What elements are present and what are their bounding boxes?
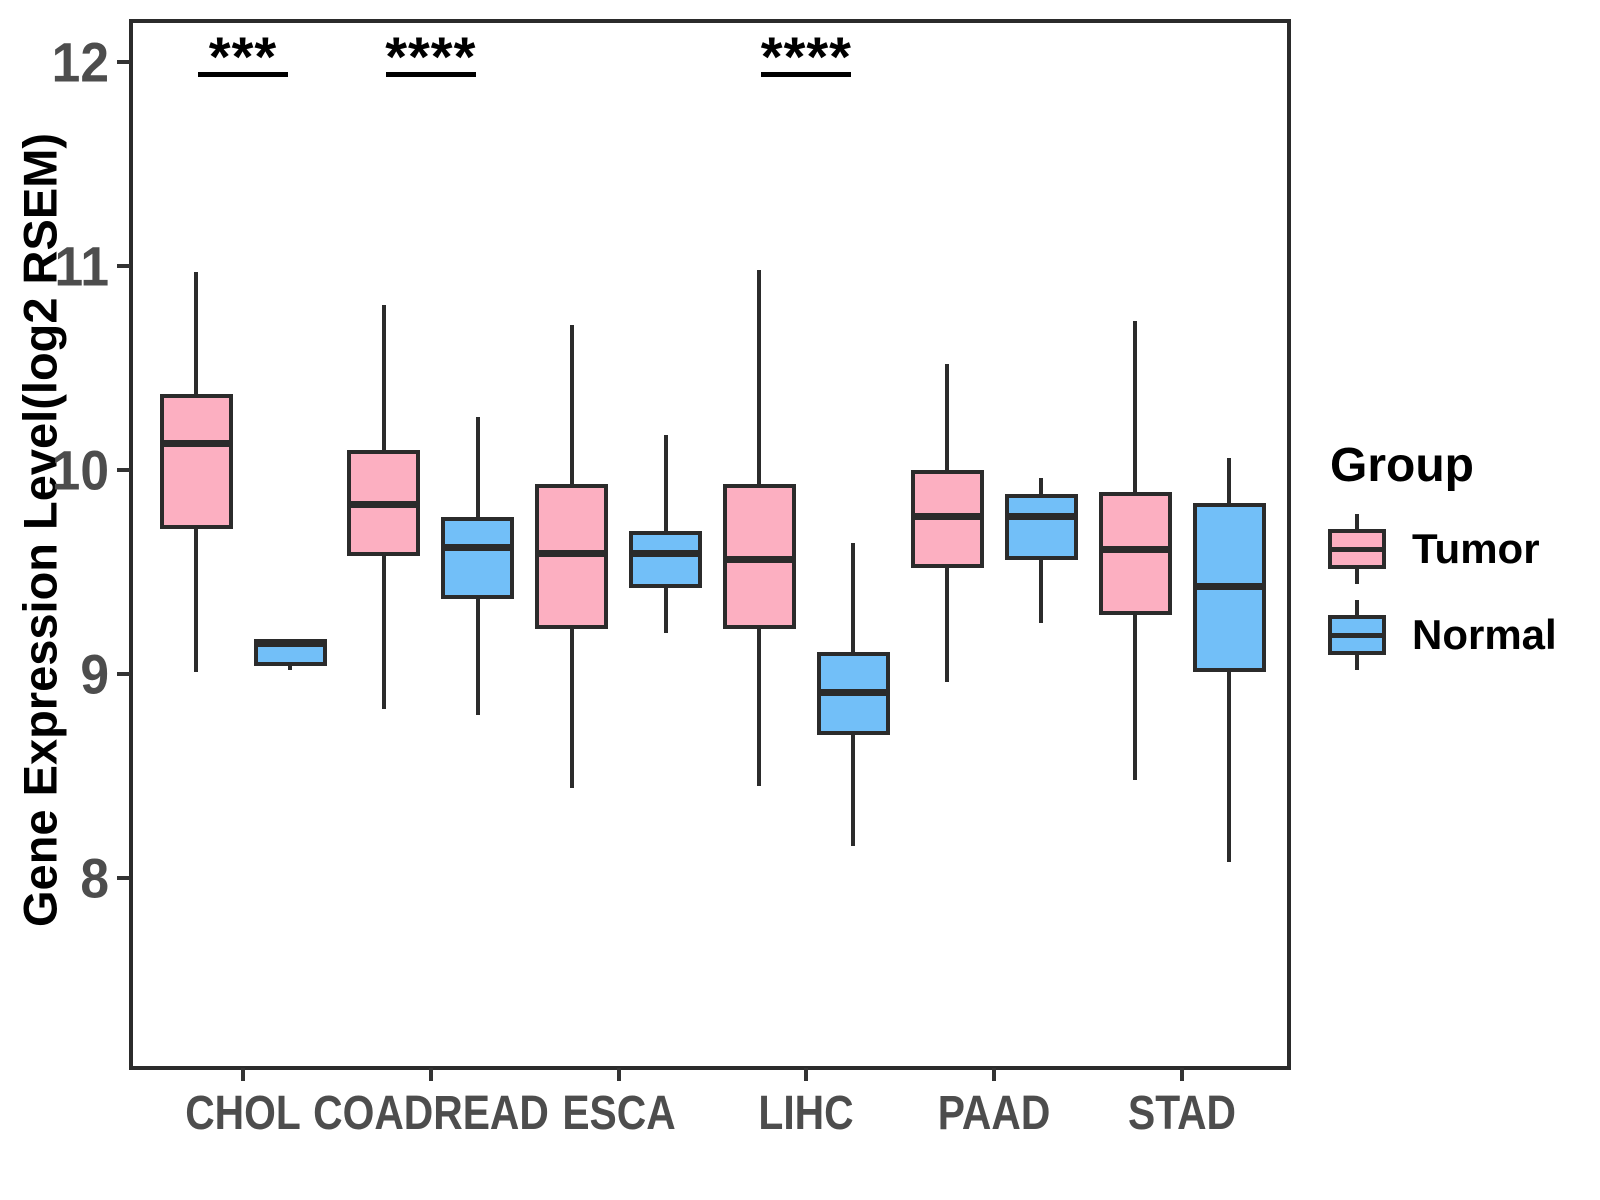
median-STAD-Normal [1194, 582, 1264, 590]
legend-label-tumor: Tumor [1412, 525, 1540, 572]
median-COADREAD-Normal [443, 544, 513, 552]
legend-entry-tumor: Tumor [1328, 513, 1598, 585]
significance-stars-LIHC: **** [760, 25, 852, 88]
x-axis-label-COADREAD: COADREAD [312, 1087, 549, 1140]
x-axis-label-CHOL: CHOL [185, 1087, 301, 1140]
significance-bar-LIHC [761, 72, 852, 77]
y-axis-tick-label-11: 11 [54, 234, 109, 298]
y-axis-tick-label-8: 8 [80, 846, 109, 910]
significance-stars-CHOL: *** [208, 25, 278, 88]
significance-stars-COADREAD: **** [385, 25, 477, 88]
median-COADREAD-Tumor [349, 501, 419, 509]
x-axis-tick-ESCA [616, 1068, 621, 1081]
x-axis-tick-PAAD [992, 1068, 997, 1081]
y-axis-tick-11 [117, 263, 130, 268]
legend-glyph-median [1332, 547, 1382, 552]
box-COADREAD-Normal [441, 516, 515, 599]
x-axis-tick-STAD [1180, 1068, 1184, 1081]
legend-label-normal: Normal [1412, 611, 1557, 658]
tumor-boxplot-key-icon [1328, 514, 1386, 584]
x-axis-tick-LIHC [804, 1068, 809, 1081]
y-axis-tick-label-9: 9 [80, 642, 109, 706]
significance-bar-COADREAD [385, 72, 476, 77]
normal-boxplot-key-icon [1328, 600, 1386, 670]
legend-title: Group [1330, 439, 1474, 492]
y-axis-tick-label-10: 10 [51, 438, 109, 502]
y-axis-tick-9 [117, 672, 130, 677]
legend-glyph-median [1332, 633, 1382, 638]
x-axis-tick-COADREAD [428, 1068, 433, 1081]
plot-area [131, 21, 1289, 1068]
y-axis-tick-12 [117, 59, 130, 64]
median-PAAD-Tumor [912, 513, 982, 521]
x-axis-label-LIHC: LIHC [758, 1087, 854, 1140]
box-STAD-Tumor [1098, 492, 1172, 615]
x-axis-label-ESCA: ESCA [561, 1087, 676, 1140]
y-axis-tick-label-12: 12 [51, 30, 109, 94]
box-CHOL-Tumor [159, 394, 233, 530]
plot-panel-border [129, 19, 1291, 1070]
median-CHOL-Normal [255, 639, 325, 647]
median-ESCA-Tumor [537, 550, 607, 558]
x-axis-label-PAAD: PAAD [937, 1087, 1051, 1140]
box-PAAD-Normal [1004, 494, 1078, 560]
y-axis-tick-10 [117, 468, 130, 472]
box-ESCA-Normal [629, 531, 703, 589]
legend: Group Tumor Normal [1328, 438, 1598, 685]
median-CHOL-Tumor [161, 439, 231, 447]
median-PAAD-Normal [1006, 513, 1076, 521]
legend-entry-normal: Normal [1328, 599, 1598, 671]
median-STAD-Tumor [1100, 546, 1170, 554]
median-ESCA-Normal [631, 550, 701, 558]
x-axis-tick-CHOL [241, 1068, 245, 1081]
significance-bar-CHOL [198, 72, 288, 77]
median-LIHC-Tumor [724, 556, 794, 564]
x-axis-label-STAD: STAD [1127, 1087, 1237, 1140]
median-LIHC-Normal [818, 688, 888, 696]
y-axis-tick-8 [117, 876, 130, 881]
